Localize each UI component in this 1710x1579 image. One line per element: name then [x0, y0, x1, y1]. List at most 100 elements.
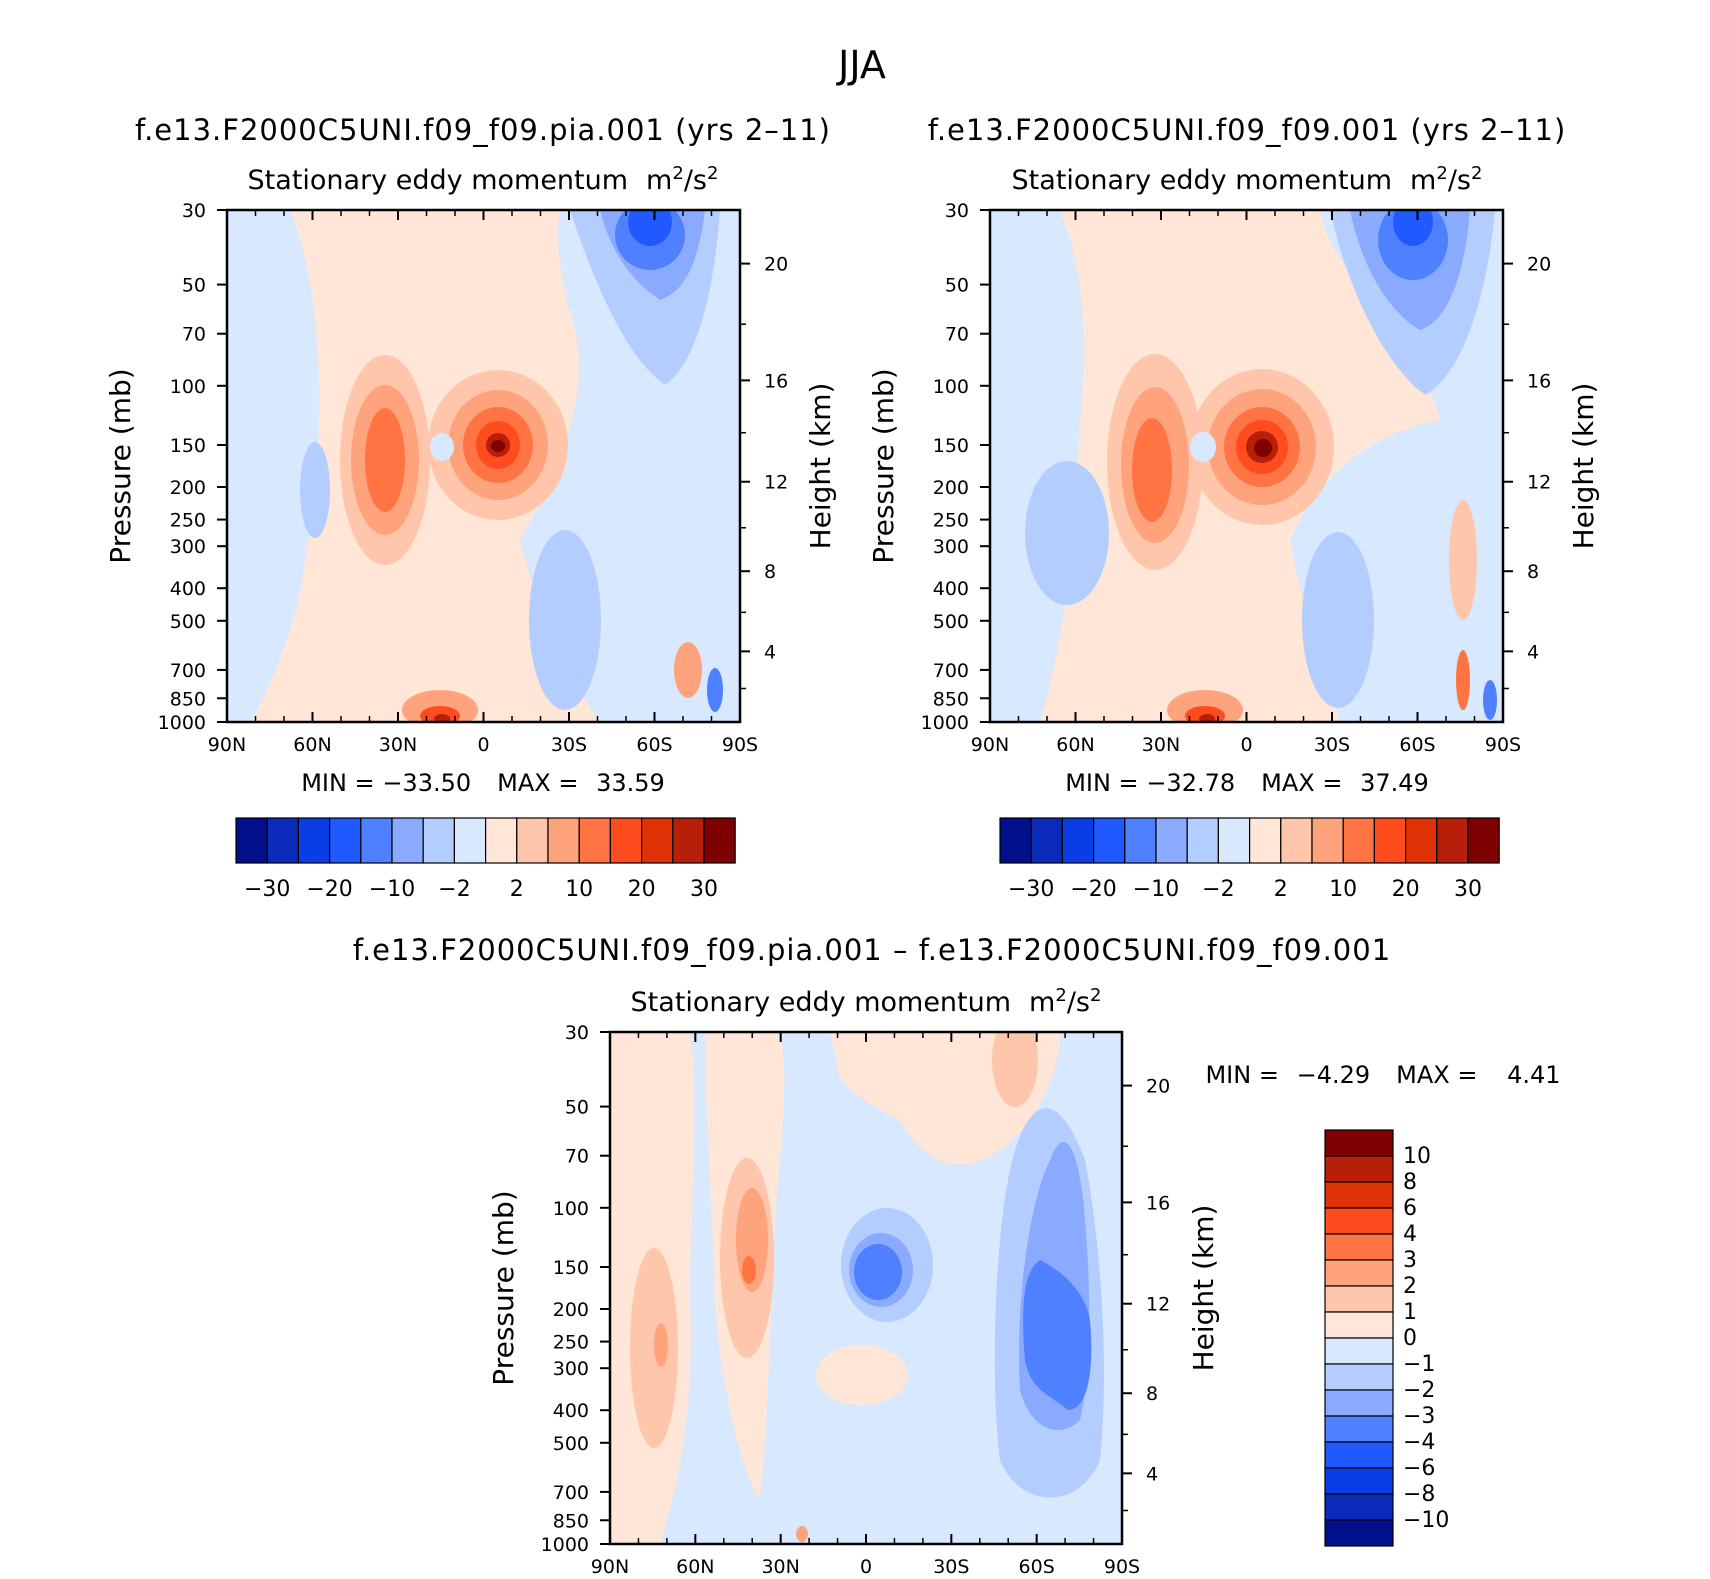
y-tick-label: 850 — [170, 688, 206, 710]
colorbar-swatch — [235, 817, 268, 864]
colorbar-label: 10 — [565, 877, 593, 902]
colorbar-swatch — [1324, 1493, 1394, 1521]
x-tick-label: 90N — [208, 734, 246, 756]
y2-tick-label: 8 — [1527, 561, 1539, 583]
colorbar-swatch — [391, 817, 424, 864]
x-tick-label: 30N — [1142, 734, 1180, 756]
x-tick-label: 30S — [1314, 734, 1350, 756]
panel-pia-colorbar: −30 −20 −10 −2 2 10 20 30 — [235, 817, 736, 902]
colorbar-swatch — [516, 817, 549, 864]
colorbar-label: −1 — [1403, 1352, 1435, 1377]
colorbar-swatch — [547, 817, 580, 864]
y2-tick-label: 12 — [764, 472, 788, 494]
colorbar-swatch — [999, 817, 1032, 864]
panel-pia-field — [227, 210, 740, 722]
panel-diff-field — [610, 1032, 1122, 1544]
y-tick-label: 50 — [565, 1097, 589, 1119]
panel-pia-case: f.e13.F2000C5UNI.f09_f09.pia.001 (yrs 2–… — [135, 113, 831, 147]
colorbar-label: −30 — [244, 877, 290, 902]
colorbar-label: −20 — [306, 877, 352, 902]
colorbar-swatch — [1324, 1285, 1394, 1313]
y-tick-label: 1000 — [541, 1534, 589, 1556]
panel-diff-title: Stationary eddy momentum m2/s2 — [631, 985, 1102, 1018]
colorbar-swatch — [703, 817, 736, 864]
colorbar-swatch — [1324, 1519, 1394, 1547]
colorbar-label: −2 — [1403, 1378, 1435, 1403]
y2-tick-label: 8 — [764, 561, 776, 583]
colorbar-swatch — [672, 817, 705, 864]
colorbar-label: 3 — [1403, 1248, 1417, 1273]
colorbar-swatch — [453, 817, 487, 864]
x-tick-label: 90S — [1104, 1556, 1140, 1578]
colorbar-swatch — [1324, 1181, 1394, 1209]
colorbar-swatch — [1324, 1441, 1394, 1469]
x-tick-label: 90S — [1485, 734, 1521, 756]
colorbar-label: 10 — [1329, 877, 1357, 902]
colorbar-swatch — [329, 817, 362, 864]
y-axis-title: Pressure (mb) — [487, 1190, 520, 1385]
colorbar-swatch — [1324, 1233, 1394, 1261]
colorbar-swatch — [578, 817, 612, 864]
colorbar-swatch — [1061, 817, 1095, 864]
y2-tick-label: 12 — [1527, 472, 1551, 494]
panel-control-field — [990, 210, 1503, 722]
y2-tick-label: 20 — [1527, 254, 1551, 276]
panel-diff-axes: 90N 60N 30N 0 30S 60S 90S 30 50 70 100 150 200 250 300… — [487, 1022, 1220, 1578]
colorbar-label: −10 — [369, 877, 415, 902]
y-tick-label: 250 — [170, 510, 206, 532]
y-tick-label: 250 — [933, 510, 969, 532]
colorbar-label: 10 — [1403, 1144, 1431, 1169]
y-tick-label: 200 — [553, 1299, 589, 1321]
panel-control-colorbar: −30 −20 −10 −2 2 10 20 30 — [999, 817, 1500, 902]
colorbar-swatch — [609, 817, 643, 864]
y-tick-label: 700 — [553, 1482, 589, 1504]
y-tick-label: 150 — [933, 435, 969, 457]
y-tick-label: 1000 — [921, 712, 969, 734]
colorbar-label: 30 — [690, 877, 718, 902]
y-tick-label: 500 — [933, 611, 969, 633]
x-tick-label: 30S — [551, 734, 587, 756]
colorbar-swatch — [1324, 1311, 1394, 1339]
y-tick-label: 100 — [553, 1198, 589, 1220]
colorbar-swatch — [1324, 1415, 1394, 1443]
y-tick-label: 700 — [170, 660, 206, 682]
colorbar-swatch — [297, 817, 331, 864]
y-tick-label: 150 — [170, 435, 206, 457]
colorbar-swatch — [1404, 817, 1438, 864]
colorbar-label: 0 — [1403, 1326, 1417, 1351]
y-tick-label: 300 — [933, 536, 969, 558]
panel-control-axes: 90N 60N 30N 0 30S 60S 90S 30 50 70 100 150 200 250 300… — [867, 200, 1600, 756]
colorbar-label: 4 — [1403, 1222, 1417, 1247]
y-tick-label: 50 — [182, 275, 206, 297]
colorbar-label: 30 — [1454, 877, 1482, 902]
y-tick-label: 250 — [553, 1332, 589, 1354]
colorbar-swatch — [1280, 817, 1313, 864]
colorbar-label: −3 — [1403, 1404, 1435, 1429]
colorbar-swatch — [1324, 1363, 1394, 1391]
panel-control-minmax: MIN = −32.78 MAX = 37.49 — [1065, 769, 1429, 797]
colorbar-label: 2 — [1274, 877, 1288, 902]
x-tick-label: 30N — [379, 734, 417, 756]
panel-control: f.e13.F2000C5UNI.f09_f09.001 (yrs 2–11) … — [867, 113, 1600, 902]
y-axis-title: Pressure (mb) — [867, 368, 900, 563]
y-tick-label: 1000 — [158, 712, 206, 734]
y2-axis-title: Height (km) — [1567, 383, 1600, 550]
y2-tick-label: 16 — [1527, 370, 1551, 392]
panel-pia-title: Stationary eddy momentum m2/s2 — [248, 163, 719, 196]
y-tick-label: 70 — [945, 324, 969, 346]
y-tick-label: 500 — [553, 1433, 589, 1455]
y-tick-label: 100 — [933, 376, 969, 398]
y2-tick-label: 16 — [764, 370, 788, 392]
panel-pia: f.e13.F2000C5UNI.f09_f09.pia.001 (yrs 2–… — [104, 113, 837, 902]
y2-tick-label: 4 — [1527, 641, 1539, 663]
panel-pia-minmax: MIN = −33.50 MAX = 33.59 — [301, 769, 665, 797]
y2-tick-label: 4 — [1146, 1463, 1158, 1485]
colorbar-label: −10 — [1403, 1508, 1449, 1533]
y-tick-label: 700 — [933, 660, 969, 682]
y-tick-label: 100 — [170, 376, 206, 398]
figure-title: JJA — [836, 43, 886, 87]
y-tick-label: 500 — [170, 611, 206, 633]
x-tick-label: 60S — [1399, 734, 1435, 756]
colorbar-swatch — [1324, 1389, 1394, 1417]
